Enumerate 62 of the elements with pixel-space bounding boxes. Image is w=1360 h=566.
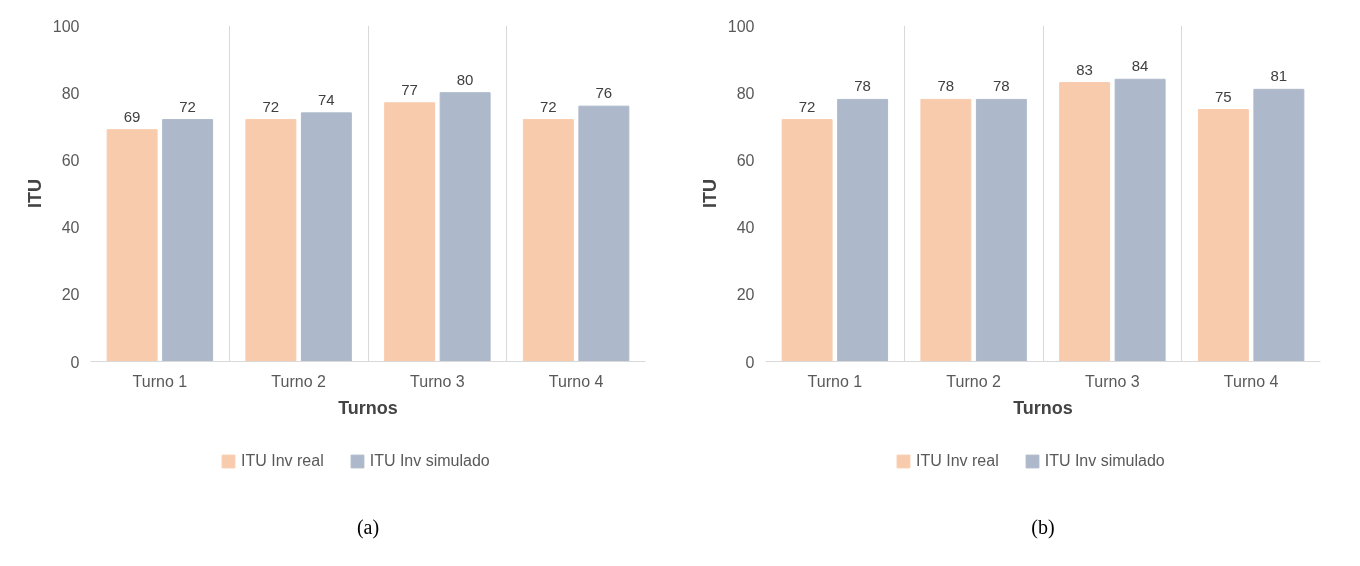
x-axis-title: Turnos [338, 397, 398, 418]
bar [300, 112, 352, 362]
data-label: 69 [123, 107, 141, 125]
legend-label: ITU Inv simulado [1044, 452, 1165, 470]
y-tick-label: 20 [736, 286, 755, 304]
text: (b) [1031, 515, 1055, 539]
data-label: 83 [1076, 60, 1093, 78]
data-label: 77 [401, 80, 418, 98]
y-tick-label: 60 [736, 151, 755, 169]
y-tick-label: 0 [70, 353, 80, 371]
bar [920, 98, 972, 362]
data-label: 72 [540, 97, 557, 115]
y-tick-label: 40 [736, 219, 755, 237]
bar [439, 92, 491, 362]
data-label: 78 [854, 77, 871, 95]
bar [975, 98, 1027, 362]
y-tick-label: 100 [52, 17, 80, 35]
x-tick-label: Turno 2 [271, 372, 326, 390]
bar [384, 102, 436, 362]
y-tick-label: 20 [61, 286, 80, 304]
x-tick-label: Turno 1 [132, 372, 188, 390]
y-axis-title: ITU [699, 179, 720, 208]
x-tick-label: Turno 2 [946, 372, 1001, 390]
legend-label: ITU Inv real [916, 452, 999, 470]
bar [837, 98, 889, 362]
data-label: 84 [1131, 57, 1149, 75]
bar [781, 119, 833, 362]
data-label: 78 [993, 77, 1010, 95]
bar [578, 105, 630, 362]
bar [1197, 109, 1249, 362]
data-label: 78 [937, 77, 955, 95]
data-label: 72 [262, 97, 280, 115]
y-tick-label: 80 [61, 84, 80, 102]
data-label: 74 [318, 90, 335, 108]
data-label: 75 [1215, 87, 1232, 105]
legend-label: ITU Inv simulado [369, 452, 490, 470]
bar [522, 119, 574, 362]
x-tick-label: Turno 3 [1085, 372, 1140, 390]
y-axis-title: ITU [24, 179, 45, 208]
x-tick-label: Turno 1 [807, 372, 863, 390]
data-label: 81 [1270, 67, 1288, 85]
x-tick-label: Turno 3 [410, 372, 465, 390]
bar [162, 119, 214, 362]
bar [1253, 88, 1305, 362]
bar [106, 129, 158, 362]
data-label: 72 [798, 97, 816, 115]
y-tick-label: 40 [61, 219, 80, 237]
y-tick-label: 0 [745, 353, 755, 371]
x-tick-label: Turno 4 [548, 372, 604, 390]
x-axis-title: Turnos [1013, 397, 1073, 418]
data-label: 80 [456, 70, 474, 88]
bar [245, 119, 297, 362]
y-tick-label: 100 [727, 17, 755, 35]
text: (a) [356, 515, 380, 539]
bar [1059, 82, 1111, 362]
y-tick-label: 80 [736, 84, 755, 102]
data-label: 72 [179, 97, 196, 115]
x-tick-label: Turno 4 [1223, 372, 1279, 390]
legend-label: ITU Inv real [241, 452, 324, 470]
bar [1114, 78, 1166, 362]
data-label: 76 [595, 84, 613, 102]
y-tick-label: 60 [61, 151, 80, 169]
